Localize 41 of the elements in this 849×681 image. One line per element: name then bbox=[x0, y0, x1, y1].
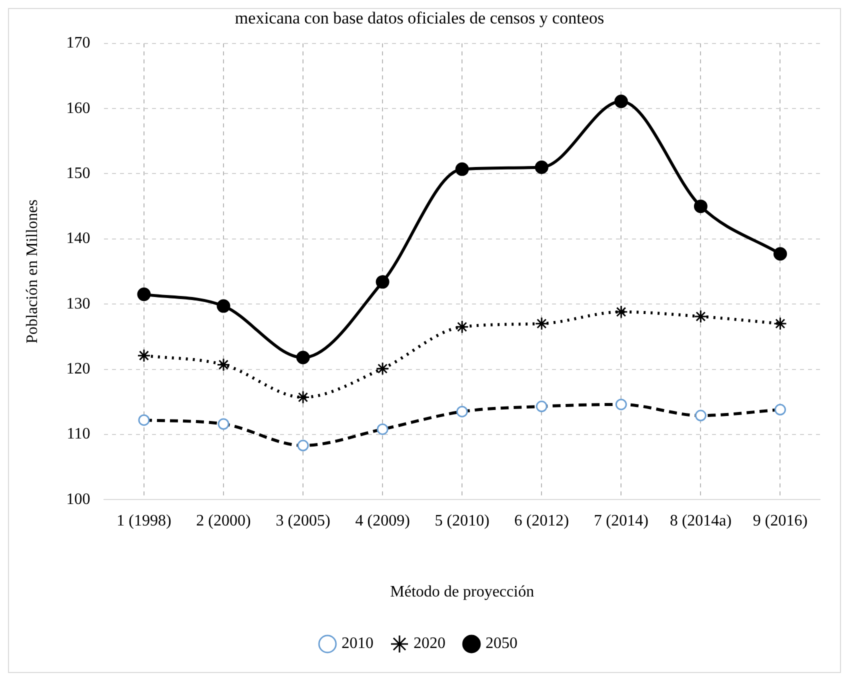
y-tick-label: 100 bbox=[66, 490, 90, 508]
x-tick-label: 7 (2014) bbox=[594, 512, 648, 530]
x-tick-label: 5 (2010) bbox=[434, 512, 490, 530]
x-tick-label: 9 (2016) bbox=[752, 512, 808, 530]
x-tick-label: 8 (2014a) bbox=[670, 512, 732, 530]
point bbox=[773, 247, 787, 261]
y-tick-label: 150 bbox=[66, 164, 90, 182]
x-tick-label: 1 (1998) bbox=[116, 512, 172, 530]
point bbox=[694, 200, 708, 214]
point bbox=[296, 350, 310, 364]
y-tick-label: 160 bbox=[66, 100, 90, 117]
legend-label: 2020 bbox=[414, 635, 446, 652]
y-tick-label: 120 bbox=[66, 360, 90, 378]
point bbox=[614, 94, 628, 108]
point bbox=[455, 162, 469, 176]
y-axis-title: Población en Millones bbox=[24, 200, 41, 344]
legend-label: 2010 bbox=[342, 635, 374, 652]
x-tick-label: 4 (2009) bbox=[355, 512, 410, 530]
point bbox=[216, 299, 230, 313]
point bbox=[216, 358, 230, 372]
y-tick-label: 130 bbox=[66, 295, 90, 312]
point bbox=[694, 310, 708, 324]
point bbox=[296, 390, 310, 404]
legend-label: 2050 bbox=[486, 635, 518, 652]
x-axis-title: Método de proyección bbox=[390, 584, 534, 601]
point bbox=[137, 348, 151, 362]
point bbox=[376, 362, 390, 376]
point bbox=[534, 316, 548, 330]
point bbox=[455, 320, 469, 334]
point bbox=[614, 305, 628, 319]
point bbox=[773, 316, 787, 330]
y-tick-label: 170 bbox=[66, 34, 90, 52]
point bbox=[137, 288, 151, 302]
y-tick-label: 110 bbox=[66, 426, 90, 443]
point bbox=[376, 275, 390, 289]
point bbox=[534, 160, 548, 174]
y-tick-label: 140 bbox=[66, 230, 90, 248]
x-tick-label: 6 (2012) bbox=[514, 512, 569, 530]
chart-title: mexicana con base datos oficiales de censos y conteos bbox=[234, 8, 604, 28]
x-tick-label: 2 (2000) bbox=[196, 512, 251, 530]
x-tick-label: 3 (2005) bbox=[276, 512, 330, 530]
